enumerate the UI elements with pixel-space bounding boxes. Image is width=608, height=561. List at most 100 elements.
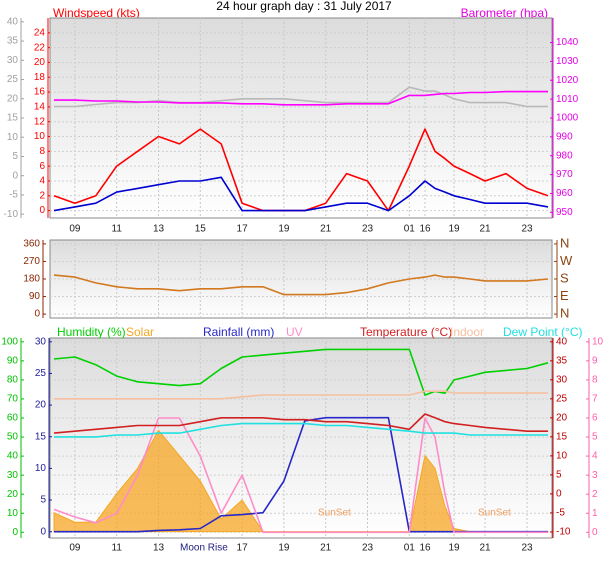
y-tick-label: 70 bbox=[7, 394, 19, 405]
y-tick-label: 10 bbox=[34, 131, 46, 142]
y3-tick-label: 40 bbox=[7, 16, 19, 27]
line bbox=[53, 274, 549, 296]
y4-tick-label: 5 bbox=[592, 432, 598, 443]
y2-tick-label: 960 bbox=[556, 188, 573, 199]
x-tick-label: 21 bbox=[320, 224, 332, 235]
y3-tick-label: 5 bbox=[12, 151, 18, 162]
y2-tick-label: E bbox=[560, 288, 569, 303]
legend-entry: Dew Point (°C) bbox=[503, 325, 582, 339]
y-tick-label: 0 bbox=[34, 309, 40, 320]
line bbox=[54, 422, 548, 438]
y4-tick-label: 7 bbox=[592, 394, 598, 405]
y3-tick-label: 5 bbox=[40, 495, 46, 506]
y-tick-label: 90 bbox=[7, 355, 19, 366]
y-tick-label: 2 bbox=[39, 190, 45, 201]
chart-title: 24 hour graph day : 31 July 2017 bbox=[216, 0, 392, 13]
legend-entry: Indoor bbox=[450, 325, 484, 339]
y2-tick-label: -10 bbox=[556, 527, 571, 538]
y-tick-label: 8 bbox=[39, 146, 45, 157]
x-tick-label: 11 bbox=[112, 543, 123, 554]
legend-entry: Solar bbox=[126, 325, 154, 339]
y3-tick-label: 25 bbox=[7, 74, 19, 85]
y-tick-label: 24 bbox=[34, 27, 46, 38]
annotation: SunSet bbox=[318, 508, 351, 519]
y2-tick-label: -5 bbox=[556, 508, 565, 519]
x-tick-label: 11 bbox=[112, 224, 123, 235]
y3-tick-label: 30 bbox=[35, 336, 47, 347]
y2-tick-label: 15 bbox=[556, 431, 568, 442]
y2-tick-label: 1030 bbox=[556, 56, 579, 67]
line bbox=[54, 90, 548, 106]
y-tick-label: 50 bbox=[7, 432, 19, 443]
plot-area bbox=[49, 17, 553, 219]
y3-tick-label: 25 bbox=[35, 368, 47, 379]
legend-entry: Rainfall (mm) bbox=[203, 325, 274, 339]
legend-entry: Temperature (°C) bbox=[360, 325, 452, 339]
y2-tick-label: N bbox=[560, 306, 569, 321]
y-tick-label: 4 bbox=[39, 176, 45, 187]
y3-tick-label: -5 bbox=[9, 190, 18, 201]
y4-tick-label: 2 bbox=[592, 489, 598, 500]
line bbox=[53, 348, 549, 396]
x-tick-label: 01 bbox=[404, 224, 416, 235]
y2-tick-label: S bbox=[560, 270, 569, 285]
y-axis-title: Windspeed (kts) bbox=[53, 6, 140, 20]
annotation: Moon Rise bbox=[180, 543, 228, 554]
y2-tick-label: 20 bbox=[556, 412, 568, 423]
y3-tick-label: 35 bbox=[7, 36, 19, 47]
line bbox=[53, 128, 549, 212]
y3-tick-label: 15 bbox=[7, 113, 19, 124]
y-tick-label: 12 bbox=[34, 116, 46, 127]
x-tick-label: 19 bbox=[448, 543, 460, 554]
x-tick-label: 13 bbox=[153, 543, 165, 554]
y2-tick-label: 1040 bbox=[556, 37, 579, 48]
y-tick-label: 22 bbox=[34, 42, 46, 53]
y3-tick-label: 20 bbox=[7, 93, 19, 104]
y2-tick-label: 10 bbox=[556, 451, 568, 462]
line bbox=[53, 176, 549, 212]
y4-tick-label: 4 bbox=[592, 451, 598, 462]
y-tick-label: 10 bbox=[7, 508, 19, 519]
x-tick-label: 16 bbox=[419, 224, 431, 235]
x-tick-label: 21 bbox=[320, 543, 332, 554]
y2-tick-label: 1020 bbox=[556, 75, 579, 86]
y2-tick-label: 990 bbox=[556, 132, 573, 143]
x-tick-label: 01 bbox=[404, 543, 416, 554]
y2-tick-label: N bbox=[560, 235, 569, 250]
y-tick-label: 30 bbox=[7, 470, 19, 481]
y2-axis-title: Barometer (hpa) bbox=[461, 6, 548, 20]
y3-tick-label: 15 bbox=[35, 431, 47, 442]
y2-tick-label: 950 bbox=[556, 207, 573, 218]
y2-tick-label: 980 bbox=[556, 150, 573, 161]
legend-entry: UV bbox=[286, 325, 303, 339]
y-tick-label: 18 bbox=[34, 72, 46, 83]
line bbox=[53, 417, 548, 534]
y2-tick-label: 970 bbox=[556, 169, 573, 180]
x-tick-label: 23 bbox=[362, 543, 374, 554]
y-tick-label: 270 bbox=[23, 256, 40, 267]
y4-tick-label: 0 bbox=[592, 527, 598, 538]
line bbox=[54, 390, 548, 400]
x-tick-label: 19 bbox=[278, 224, 290, 235]
y4-tick-label: 1 bbox=[592, 508, 598, 519]
y-tick-label: 20 bbox=[34, 57, 46, 68]
y4-tick-label: 6 bbox=[592, 413, 598, 424]
y4-tick-label: 9 bbox=[592, 355, 598, 366]
y-tick-label: 40 bbox=[7, 451, 19, 462]
y4-tick-label: 10 bbox=[592, 336, 604, 347]
y3-tick-label: -10 bbox=[4, 209, 19, 220]
y-tick-label: 180 bbox=[23, 274, 40, 285]
x-tick-label: 15 bbox=[195, 224, 207, 235]
y3-tick-label: 30 bbox=[7, 55, 19, 66]
y2-tick-label: 35 bbox=[556, 355, 568, 366]
y3-tick-label: 10 bbox=[7, 132, 19, 143]
x-tick-label: 17 bbox=[237, 543, 249, 554]
y2-tick-label: 1000 bbox=[556, 113, 579, 124]
y-tick-label: 20 bbox=[7, 489, 19, 500]
y3-tick-label: 0 bbox=[12, 170, 18, 181]
annotation: SunSet bbox=[478, 508, 511, 519]
y2-tick-label: 40 bbox=[556, 336, 568, 347]
plot-area bbox=[49, 239, 553, 319]
y2-tick-label: 0 bbox=[556, 489, 562, 500]
